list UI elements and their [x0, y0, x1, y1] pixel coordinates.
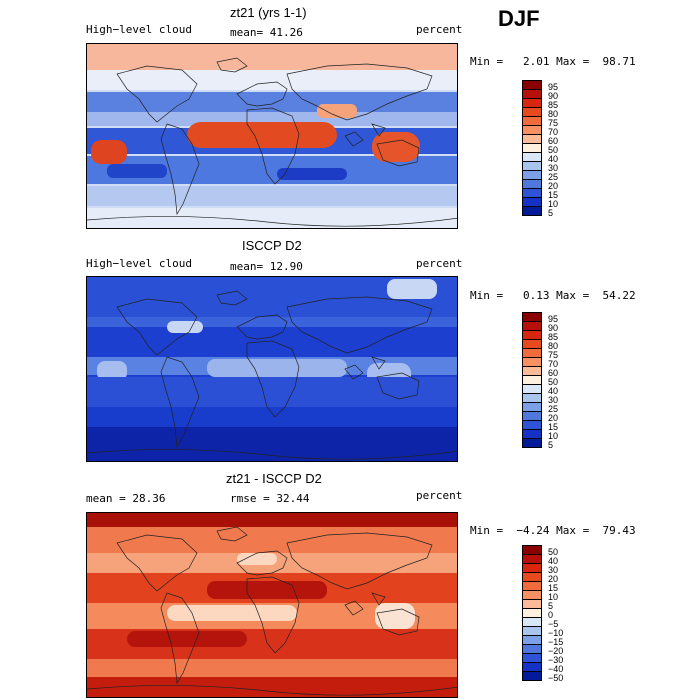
mean-label: mean= 12.90	[230, 260, 303, 273]
colorbar-label: 10	[548, 431, 559, 441]
panel-model: zt21 (yrs 1-1) High−level cloud mean= 41…	[0, 0, 700, 230]
colorbar-label: −40	[548, 664, 564, 674]
map-plot	[86, 43, 458, 229]
colorbar-label: −30	[548, 655, 564, 665]
colorbar-label: 25	[548, 172, 559, 182]
colorbar-label: 90	[548, 323, 559, 333]
colorbar-label: 50	[548, 145, 559, 155]
colorbar-label: 80	[548, 341, 559, 351]
colorbar-label: 50	[548, 547, 559, 557]
colorbar-label: 80	[548, 109, 559, 119]
colorbar-label: −5	[548, 619, 559, 629]
variable-label: High−level cloud	[86, 23, 192, 36]
colorbar-label: 30	[548, 163, 559, 173]
colorbar-label: 25	[548, 404, 559, 414]
colorbar-swatch	[522, 671, 542, 681]
units-label: percent	[416, 23, 463, 36]
colorbar-label: 95	[548, 82, 559, 92]
colorbar-label: 70	[548, 127, 559, 137]
units-label: percent	[416, 489, 463, 502]
colorbar-label: 60	[548, 136, 559, 146]
colorbar-label: 60	[548, 368, 559, 378]
colorbar-label: 85	[548, 332, 559, 342]
colorbar-label: 20	[548, 574, 559, 584]
colorbar-label: 70	[548, 359, 559, 369]
panel-title: ISCCP D2	[242, 238, 302, 253]
panel-title: zt21 - ISCCP D2	[226, 471, 322, 486]
colorbar-label: 85	[548, 100, 559, 110]
colorbar-label: 10	[548, 199, 559, 209]
min-max-label: Min = −4.24 Max = 79.43	[470, 524, 636, 537]
colorbar-swatch	[522, 438, 542, 448]
colorbar-label: 5	[548, 440, 554, 450]
colorbar-label: 5	[548, 601, 554, 611]
colorbar-swatch	[522, 206, 542, 216]
colorbar-label: 10	[548, 592, 559, 602]
panel-observations: ISCCP D2 High−level cloud mean= 12.90 pe…	[0, 234, 700, 464]
colorbar-label: 40	[548, 386, 559, 396]
colorbar-label: 0	[548, 610, 554, 620]
diff-mean-label: mean = 28.36	[86, 492, 166, 505]
panel-title: zt21 (yrs 1-1)	[230, 5, 307, 20]
colorbar-label: −50	[548, 673, 564, 683]
map-plot	[86, 276, 458, 462]
mean-label: mean= 41.26	[230, 26, 303, 39]
colorbar-label: −10	[548, 628, 564, 638]
colorbar-label: 15	[548, 422, 559, 432]
colorbar-label: 40	[548, 556, 559, 566]
colorbar-label: 15	[548, 583, 559, 593]
colorbar-label: 75	[548, 350, 559, 360]
map-plot	[86, 512, 458, 698]
min-max-label: Min = 2.01 Max = 98.71	[470, 55, 636, 68]
colorbar-label: 20	[548, 413, 559, 423]
colorbar-label: 75	[548, 118, 559, 128]
season-label: DJF	[498, 6, 540, 31]
colorbar-label: 50	[548, 377, 559, 387]
map-field	[87, 513, 457, 697]
panel-difference: zt21 - ISCCP D2 mean = 28.36 rmse = 32.4…	[0, 468, 700, 698]
colorbar-label: −15	[548, 637, 564, 647]
map-field	[87, 44, 457, 228]
colorbar-label: 5	[548, 208, 554, 218]
colorbar-label: 40	[548, 154, 559, 164]
colorbar-label: 15	[548, 190, 559, 200]
colorbar-label: −20	[548, 646, 564, 656]
colorbar-label: 95	[548, 314, 559, 324]
map-field	[87, 277, 457, 461]
colorbar-label: 30	[548, 395, 559, 405]
colorbar-label: 30	[548, 565, 559, 575]
rmse-label: rmse = 32.44	[230, 492, 310, 505]
colorbar-label: 20	[548, 181, 559, 191]
min-max-label: Min = 0.13 Max = 54.22	[470, 289, 636, 302]
variable-label: High−level cloud	[86, 257, 192, 270]
colorbar-label: 90	[548, 91, 559, 101]
units-label: percent	[416, 257, 463, 270]
